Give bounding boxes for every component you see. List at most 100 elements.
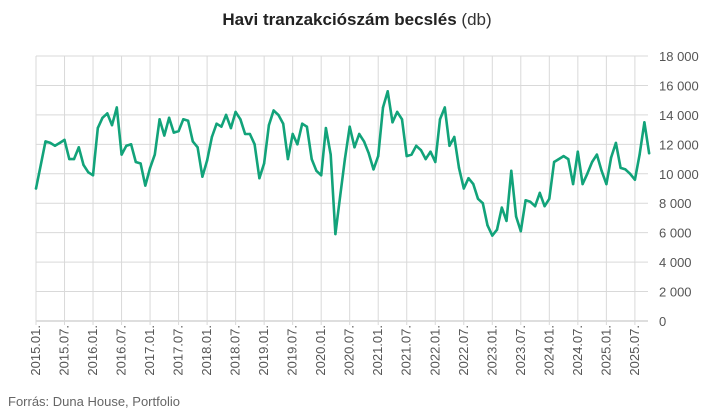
data-point: [182, 118, 185, 121]
data-point: [600, 169, 603, 172]
data-point: [538, 191, 541, 195]
x-tick-label: 2015.07.: [57, 325, 72, 376]
x-tick-label: 2022.07.: [456, 325, 471, 376]
chart-title-text: Havi tranzakciószám becslés: [222, 10, 457, 29]
data-point: [139, 162, 142, 165]
data-point: [58, 141, 61, 145]
data-point: [557, 157, 560, 161]
series-group: [34, 90, 651, 237]
data-point: [396, 110, 399, 114]
data-point: [243, 132, 247, 136]
data-point: [96, 126, 100, 130]
data-point: [590, 160, 594, 164]
data-point: [286, 157, 290, 161]
data-point: [419, 149, 423, 152]
gridlines: [35, 55, 648, 325]
data-point: [39, 163, 42, 167]
data-point: [467, 177, 470, 180]
x-tick-label: 2024.01.: [541, 325, 556, 376]
data-point: [272, 109, 275, 112]
x-tick-label: 2022.01.: [427, 325, 442, 376]
x-tick-label: 2016.01.: [85, 325, 100, 376]
x-tick-label: 2024.07.: [570, 325, 585, 376]
data-point: [372, 168, 375, 171]
data-point: [91, 174, 95, 177]
data-point: [348, 125, 351, 128]
data-point: [448, 144, 451, 147]
y-tick-label: 12 000: [659, 137, 699, 152]
data-point: [358, 132, 361, 136]
data-point: [548, 197, 551, 200]
data-point: [115, 106, 119, 109]
data-point: [457, 166, 461, 170]
data-point: [305, 125, 309, 128]
y-tick-label: 6 000: [659, 226, 692, 241]
chart-title: Havi tranzakciószám becslés (db): [0, 10, 714, 30]
data-point: [609, 156, 613, 159]
y-axis-ticks: 0 2 000 4 000 6 000 8 000 10 000 12 000 14 000 1…: [659, 49, 699, 329]
x-tick-label: 2019.07.: [285, 325, 300, 376]
data-point: [324, 126, 328, 130]
data-point: [329, 153, 332, 156]
data-point: [400, 118, 404, 121]
data-point: [638, 153, 641, 156]
data-point: [186, 119, 190, 123]
data-point: [643, 121, 646, 124]
data-point: [462, 187, 465, 190]
data-point: [282, 122, 285, 125]
data-point: [543, 205, 546, 208]
data-point: [196, 146, 199, 149]
data-point: [429, 150, 432, 153]
data-point: [571, 182, 575, 186]
data-point: [339, 194, 342, 198]
data-point: [381, 106, 385, 109]
data-point: [153, 153, 156, 156]
y-tick-label: 2 000: [659, 285, 692, 300]
data-point: [505, 219, 508, 223]
y-tick-label: 10 000: [659, 167, 699, 182]
data-point: [438, 118, 442, 121]
x-tick-label: 2023.07.: [513, 325, 528, 376]
data-point: [191, 140, 194, 143]
data-point: [453, 135, 456, 139]
data-point: [334, 232, 337, 236]
x-tick-label: 2025.01.: [598, 325, 613, 376]
data-point: [215, 122, 218, 125]
data-point: [476, 197, 480, 200]
data-point: [491, 234, 494, 237]
data-point: [229, 126, 233, 130]
data-point: [44, 140, 47, 143]
y-tick-label: 0: [659, 314, 666, 329]
data-point: [486, 224, 489, 227]
x-tick-label: 2017.01.: [142, 325, 157, 376]
data-point: [567, 157, 570, 161]
chart-title-unit: (db): [461, 10, 492, 29]
data-point: [163, 134, 166, 137]
data-point: [633, 178, 637, 181]
x-tick-label: 2015.01.: [28, 325, 43, 376]
data-point: [605, 182, 608, 186]
data-point: [205, 159, 209, 162]
data-point: [234, 110, 237, 114]
x-tick-label: 2020.07.: [342, 325, 357, 376]
data-point: [172, 131, 175, 134]
x-tick-label: 2016.07.: [114, 325, 129, 376]
data-point: [177, 129, 180, 133]
x-tick-label: 2021.01.: [370, 325, 385, 376]
data-point: [82, 163, 85, 167]
source-note: Forrás: Duna House, Portfolio: [8, 394, 180, 409]
data-point: [533, 205, 537, 208]
data-point: [581, 182, 584, 186]
data-point: [77, 146, 81, 149]
data-point: [343, 157, 347, 161]
data-point: [647, 152, 651, 155]
data-point: [201, 175, 204, 178]
data-point: [34, 187, 38, 190]
data-point: [367, 152, 370, 155]
data-point: [267, 124, 271, 127]
x-axis-ticks: 2015.01. 2015.07. 2016.01. 2016.07. 2017.01.…: [28, 325, 642, 376]
x-tick-label: 2025.07.: [627, 325, 642, 376]
x-tick-label: 2020.01.: [313, 325, 328, 376]
data-point: [472, 182, 475, 186]
